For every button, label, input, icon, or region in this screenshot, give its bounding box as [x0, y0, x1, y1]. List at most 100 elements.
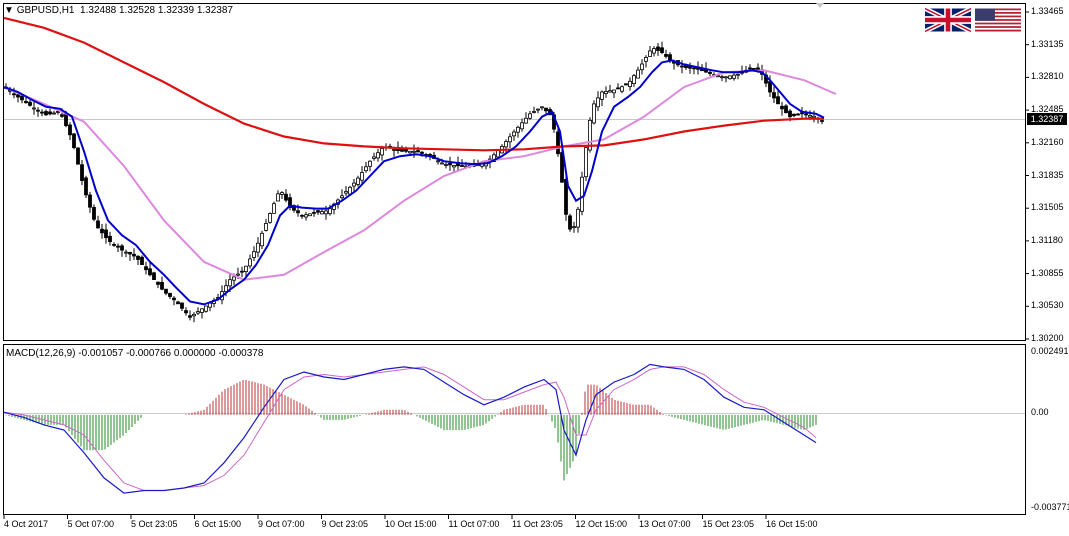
- price-axis-label: 1.32810: [1031, 71, 1064, 82]
- candle: [592, 100, 596, 125]
- candle: [288, 193, 292, 211]
- candle: [728, 75, 732, 80]
- candle: [112, 242, 116, 247]
- candle: [364, 161, 368, 173]
- candle: [20, 95, 24, 104]
- candle: [444, 162, 448, 169]
- macd-axis-label: -0.003771: [1031, 502, 1069, 512]
- candle: [636, 66, 640, 79]
- candle: [540, 106, 544, 111]
- candle: [660, 41, 664, 55]
- symbol-timeframe: GBPUSD,H1: [16, 5, 75, 16]
- candle: [448, 156, 452, 171]
- candle: [620, 85, 624, 94]
- candle: [128, 251, 132, 261]
- candle: [176, 300, 180, 305]
- time-axis-label: 6 Oct 15:00: [194, 519, 242, 529]
- macd-axis-label: 0.002491: [1031, 346, 1069, 356]
- candle: [100, 223, 104, 239]
- candle: [556, 126, 560, 157]
- candle: [772, 86, 776, 103]
- candle: [376, 148, 380, 162]
- current-price-tag: 1.32387: [1027, 113, 1067, 125]
- candle: [204, 305, 208, 313]
- candle: [560, 147, 564, 183]
- candle: [528, 110, 532, 120]
- candle: [572, 221, 576, 233]
- price-axis-label: 1.33465: [1031, 6, 1064, 16]
- candle: [720, 74, 724, 82]
- candle: [780, 101, 784, 116]
- candle: [120, 244, 124, 257]
- candle: [544, 107, 548, 114]
- price-axis-label: 1.30200: [1031, 333, 1064, 343]
- candle: [792, 113, 796, 118]
- candle: [68, 122, 72, 141]
- candle: [596, 91, 600, 112]
- chart-shift-marker[interactable]: [816, 3, 824, 8]
- price-axis-label: 1.31835: [1031, 169, 1064, 180]
- candle: [628, 77, 632, 91]
- time-axis-label: 16 Oct 15:00: [766, 519, 818, 529]
- candle: [240, 266, 244, 277]
- candle: [32, 101, 36, 115]
- candle: [144, 261, 148, 275]
- candle: [340, 189, 344, 201]
- candle: [284, 189, 288, 203]
- price-axis-label: 1.31505: [1031, 202, 1064, 213]
- candle: [664, 49, 668, 59]
- candle: [808, 110, 812, 119]
- candle: [136, 255, 140, 265]
- candle: [72, 133, 76, 150]
- price-axis-label: 1.32160: [1031, 136, 1064, 147]
- time-axis-label: 9 Oct 07:00: [258, 519, 305, 529]
- price-axis-label: 1.30855: [1031, 267, 1064, 278]
- candle: [588, 117, 592, 153]
- candle: [300, 214, 304, 219]
- macd-pane-frame: [3, 344, 1026, 515]
- price-axis-label: 1.31180: [1031, 234, 1063, 245]
- macd-histogram: [5, 380, 817, 481]
- uk-flag-icon: [925, 6, 971, 34]
- candle: [248, 254, 252, 269]
- candle: [524, 112, 528, 124]
- time-axis-label: 5 Oct 07:00: [67, 519, 115, 529]
- time-axis-label: 11 Oct 07:00: [448, 519, 500, 529]
- candle: [536, 108, 540, 114]
- candle: [124, 249, 128, 258]
- candle: [640, 59, 644, 75]
- ma-fast-line: [3, 59, 825, 306]
- candle: [148, 262, 152, 277]
- candle: [608, 84, 612, 93]
- candle: [260, 230, 264, 250]
- candle: [312, 209, 316, 217]
- candle: [192, 312, 196, 323]
- time-axis-label: 9 Oct 23:05: [321, 519, 369, 529]
- candle: [356, 175, 360, 187]
- candle: [320, 208, 324, 215]
- ma-slow-line: [3, 16, 824, 152]
- candle: [88, 191, 92, 213]
- candle: [132, 248, 136, 261]
- candle: [28, 98, 32, 107]
- candle: [576, 206, 580, 233]
- candle: [268, 212, 272, 224]
- price-axis-label: 1.33135: [1031, 38, 1064, 49]
- candle: [344, 186, 348, 196]
- main-pane-frame: [3, 3, 1026, 341]
- candle: [616, 83, 620, 90]
- candle: [252, 246, 256, 261]
- macd-main-line: [3, 363, 817, 494]
- axis-ticks: [3, 11, 1029, 519]
- time-axis-label: 12 Oct 15:00: [575, 519, 628, 529]
- candle: [36, 107, 40, 117]
- candle: [188, 310, 192, 321]
- candle: [512, 129, 516, 141]
- candle: [644, 55, 648, 68]
- candle: [44, 109, 48, 116]
- price-axis-label: 1.30530: [1031, 300, 1064, 311]
- candle: [316, 209, 320, 215]
- candle: [108, 231, 112, 246]
- candle: [600, 90, 604, 106]
